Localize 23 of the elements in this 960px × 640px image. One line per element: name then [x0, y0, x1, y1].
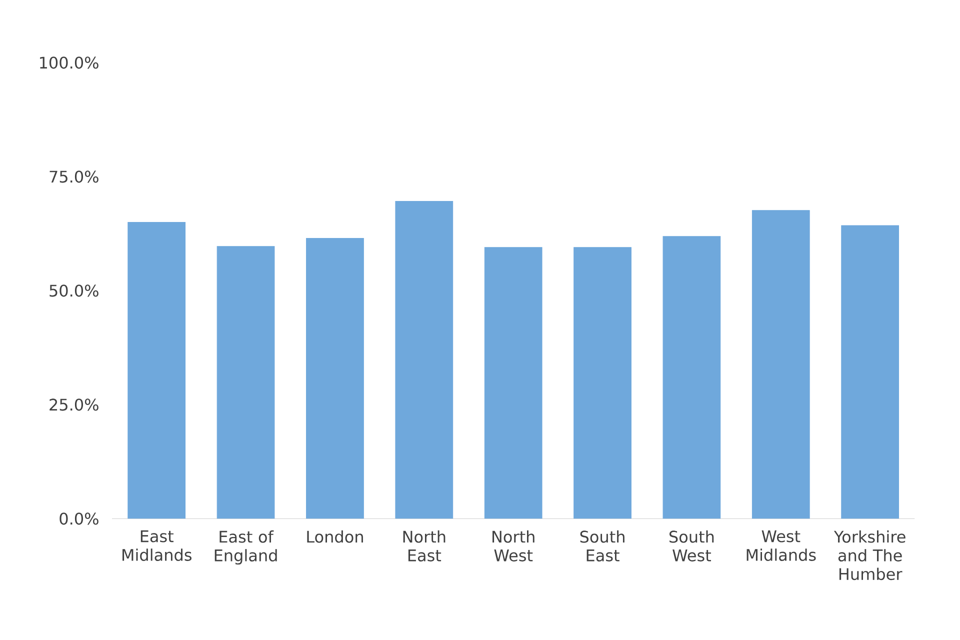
x-tick-label: Yorkshire and The Humber: [834, 530, 906, 580]
bar: [306, 238, 364, 519]
x-tick-label: London: [307, 530, 363, 543]
bar: [662, 236, 721, 519]
x-tick-label: North West: [492, 530, 534, 562]
y-tick-label: 100.0%: [40, 56, 98, 69]
bar: [395, 201, 454, 519]
y-tick-label: 50.0%: [50, 284, 98, 297]
x-tick-label: East Midlands: [122, 530, 192, 561]
bar: [216, 246, 275, 519]
y-tick-label: 25.0%: [50, 398, 98, 411]
bar: [484, 247, 542, 519]
bar: [752, 210, 810, 519]
x-tick-label: South West: [670, 530, 714, 562]
x-tick-label: West Midlands: [746, 530, 816, 561]
x-tick-label: East of England: [214, 530, 277, 565]
bar: [128, 222, 186, 519]
y-tick-label: 0.0%: [60, 512, 98, 525]
bar: [841, 225, 900, 519]
bar: [574, 247, 632, 519]
x-tick-label: South East: [580, 530, 624, 562]
y-tick-label: 75.0%: [50, 170, 98, 183]
x-tick-label: North East: [403, 530, 446, 562]
